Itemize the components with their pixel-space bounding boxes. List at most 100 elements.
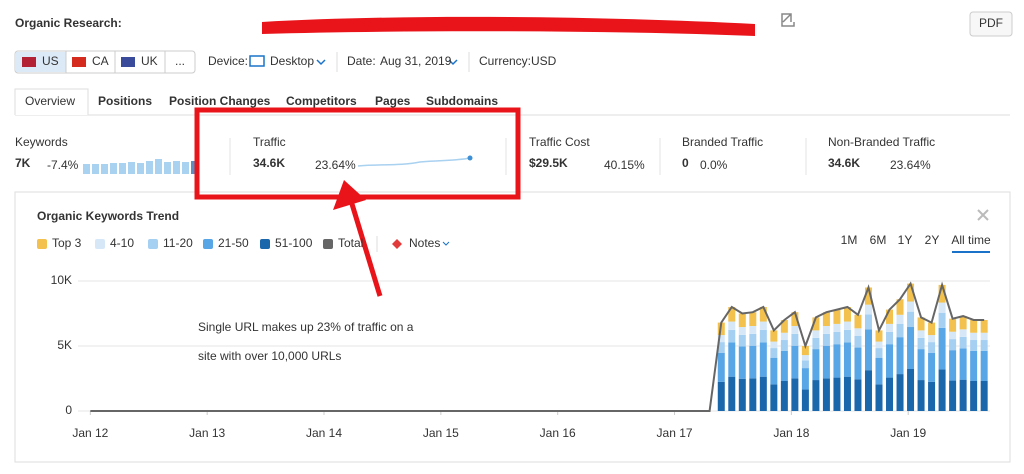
metric-change: 40.15% <box>604 158 645 172</box>
pdf-label[interactable]: PDF <box>979 16 1003 30</box>
bar-segment <box>822 333 830 346</box>
active-tab <box>14 88 89 115</box>
tab[interactable]: Competitors <box>286 94 357 108</box>
bar-segment <box>728 321 736 330</box>
x-tick-label: Jan 14 <box>306 426 342 440</box>
arrow-shaft <box>349 203 383 297</box>
bar-segment <box>791 378 799 411</box>
bar-segment <box>759 329 767 343</box>
tab[interactable]: Pages <box>375 94 411 108</box>
legend-label: 11-20 <box>163 236 193 250</box>
bar-segment <box>959 316 967 330</box>
legend-checkbox[interactable] <box>37 239 47 249</box>
bar-segment <box>949 350 957 381</box>
bar-segment <box>749 312 757 326</box>
bar-segment <box>917 349 925 381</box>
range-option[interactable]: 6M <box>870 233 887 247</box>
legend-checkbox[interactable] <box>260 239 270 249</box>
total-line <box>90 281 985 412</box>
range-option[interactable]: 1M <box>841 233 858 247</box>
bar-segment <box>959 336 967 349</box>
bar-segment <box>738 378 746 411</box>
bar-segment <box>728 329 736 343</box>
legend-checkbox[interactable] <box>323 239 333 249</box>
range-option[interactable]: 2Y <box>925 233 940 247</box>
bar-segment <box>833 323 841 332</box>
bar-segment <box>822 378 830 411</box>
bar-segment <box>864 304 872 315</box>
bar-segment <box>770 384 778 411</box>
legend-checkbox[interactable] <box>148 239 158 249</box>
bar-segment <box>970 350 978 381</box>
legend-checkbox[interactable] <box>95 239 105 249</box>
bar-segment <box>907 327 915 370</box>
metric-change: -7.4% <box>47 158 79 172</box>
bar-segment <box>717 381 725 411</box>
country-option[interactable]: US <box>42 54 59 68</box>
bar-segment <box>801 368 809 390</box>
flag-icon <box>22 57 36 67</box>
legend-label: 4-10 <box>110 236 134 250</box>
bar-segment <box>864 329 872 371</box>
external-link-icon[interactable] <box>781 13 795 27</box>
chevron <box>442 241 450 246</box>
tab[interactable]: Overview <box>25 94 75 108</box>
x-tick-label: Jan 19 <box>890 426 926 440</box>
legend-checkbox[interactable] <box>203 239 213 249</box>
bar-segment <box>959 379 967 411</box>
tab[interactable]: Positions <box>98 94 152 108</box>
range-option[interactable]: 1Y <box>898 233 913 247</box>
metric-label: Non-Branded Traffic <box>828 135 935 149</box>
country-option[interactable]: ... <box>175 54 185 68</box>
bar-segment <box>812 349 820 381</box>
bar-segment <box>843 342 851 377</box>
bar-segment <box>780 350 788 381</box>
bar-segment <box>864 314 872 330</box>
bar-segment <box>822 312 830 326</box>
tab[interactable]: Position Changes <box>169 94 271 108</box>
bar-segment <box>907 311 915 328</box>
country-option[interactable]: CA <box>92 54 109 68</box>
monitor-icon <box>249 55 265 67</box>
bar-segment <box>749 378 757 411</box>
bar-segment <box>791 325 799 334</box>
bar-segment <box>854 314 862 329</box>
bar-segment <box>833 331 841 345</box>
bar-segment <box>928 381 936 411</box>
bar-segment <box>801 389 809 411</box>
close-icon[interactable] <box>977 209 989 221</box>
redaction <box>262 16 755 36</box>
notes-label[interactable]: Notes <box>409 236 440 250</box>
metric-label: Traffic <box>253 135 286 149</box>
metric-change: 23.64% <box>315 158 356 172</box>
bar-segment <box>791 312 799 326</box>
device-value[interactable]: Desktop <box>270 54 314 68</box>
bar-segment <box>949 339 957 351</box>
country-option[interactable]: UK <box>141 54 158 68</box>
range-option[interactable]: All time <box>951 233 991 247</box>
bar-segment <box>780 332 788 341</box>
bar-segment <box>896 374 904 411</box>
chevron <box>316 59 458 66</box>
tab[interactable]: Subdomains <box>426 94 498 108</box>
bar-segment <box>812 317 820 331</box>
page-title: Organic Research: <box>15 16 122 30</box>
bar-segment <box>896 314 904 324</box>
metric-change: 0.0% <box>700 158 728 172</box>
currency-value: USD <box>531 54 557 68</box>
bar-segment <box>875 341 883 349</box>
bar-segment <box>801 360 809 369</box>
bar-segment <box>970 340 978 351</box>
bar-segment <box>970 380 978 411</box>
metric-label: Keywords <box>15 135 68 149</box>
legend-label: Top 3 <box>52 236 82 250</box>
bar-segment <box>759 321 767 330</box>
pdf-button[interactable] <box>969 11 1013 37</box>
metric-change: 23.64% <box>890 158 931 172</box>
bar-segment <box>791 345 799 379</box>
bar-segment <box>780 340 788 351</box>
bar-segment <box>970 320 978 333</box>
bar-segment <box>780 320 788 333</box>
bar-segment <box>728 376 736 411</box>
date-value[interactable]: Aug 31, 2019 <box>380 54 452 68</box>
